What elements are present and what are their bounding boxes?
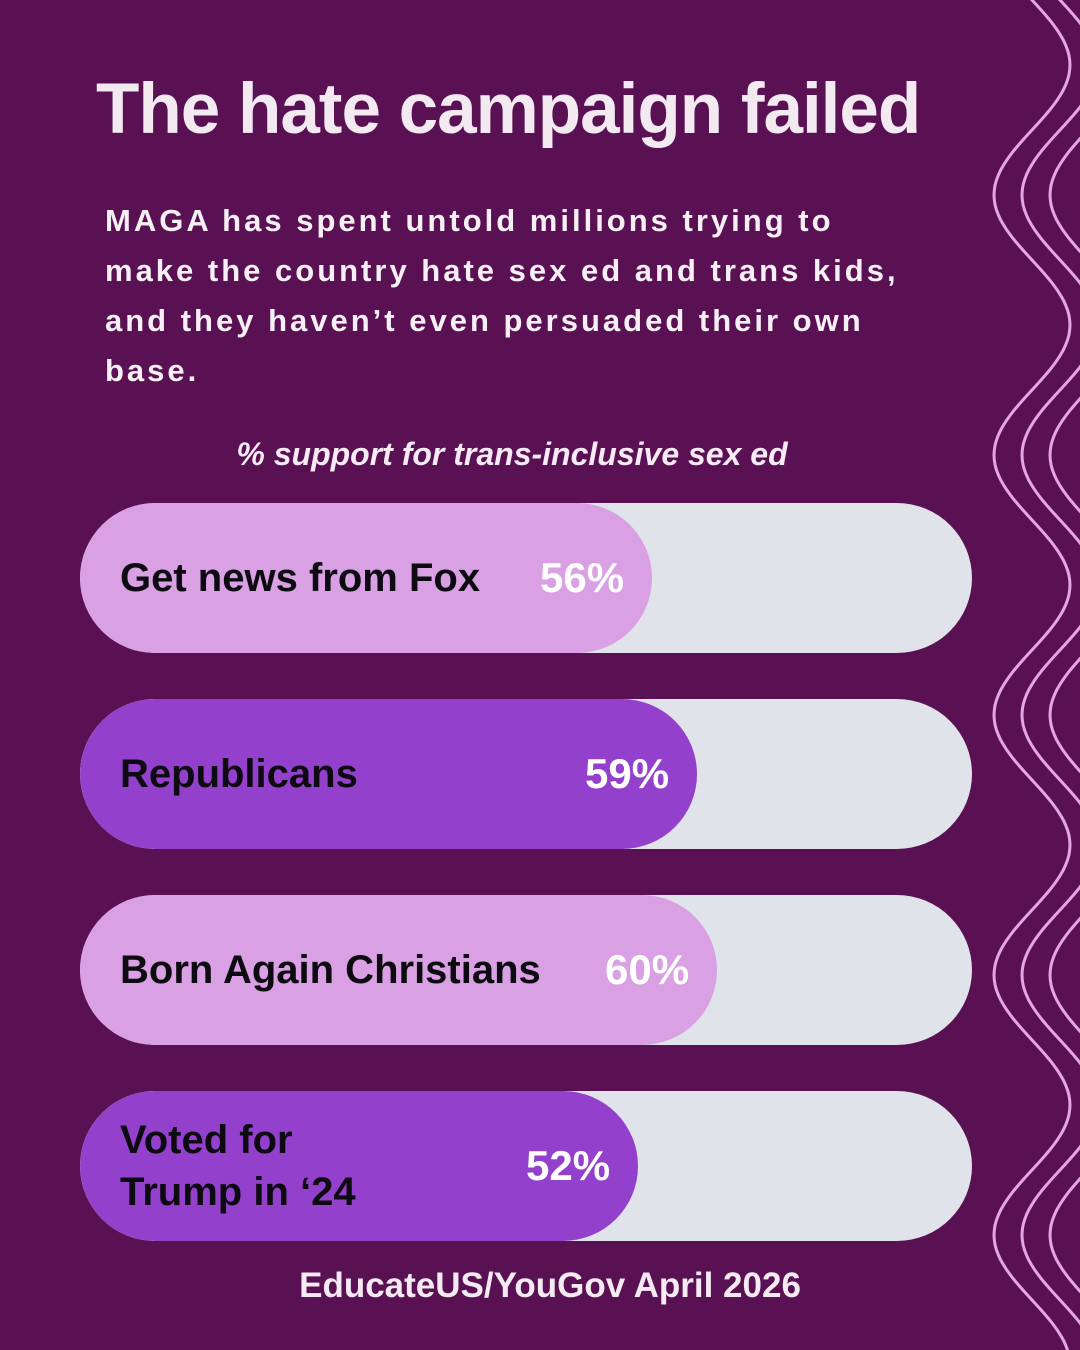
- bar-track: Get news from Fox 56%: [80, 503, 972, 653]
- bar-chart: Get news from Fox 56% Republicans 59% Born A…: [80, 0, 972, 1350]
- bar: [80, 895, 717, 1045]
- wave-line: [992, 0, 1072, 1350]
- bar-track: Voted for Trump in ‘24 52%: [80, 1091, 972, 1241]
- bar-value-label: 52%: [526, 1142, 611, 1189]
- bar-value-label: 59%: [585, 750, 670, 797]
- wave-decoration: [992, 0, 1080, 1350]
- source-credit: EducateUS/YouGov April 2026: [299, 1266, 801, 1305]
- bar-track: Republicans 59%: [80, 699, 972, 849]
- wave-line: [1020, 0, 1080, 1326]
- bar-value-label: 60%: [605, 946, 690, 993]
- bar-category-label: Voted for Trump in ‘24: [120, 1118, 356, 1214]
- wave-line: [1048, 136, 1080, 1294]
- bar-category-label: Get news from Fox: [120, 556, 481, 600]
- bar-track: Born Again Christians 60%: [80, 895, 972, 1045]
- bar: [80, 503, 652, 653]
- bar: [80, 699, 697, 849]
- page-title: The hate campaign failed: [96, 70, 921, 149]
- bar-value-label: 56%: [540, 554, 625, 601]
- chart-title: % support for trans-inclusive sex ed: [236, 436, 788, 472]
- bar-category-label: Republicans: [120, 752, 358, 796]
- bar: [80, 1091, 638, 1241]
- subtitle: MAGA has spent untold millions trying to…: [105, 203, 899, 388]
- bar-category-label: Born Again Christians: [120, 948, 541, 992]
